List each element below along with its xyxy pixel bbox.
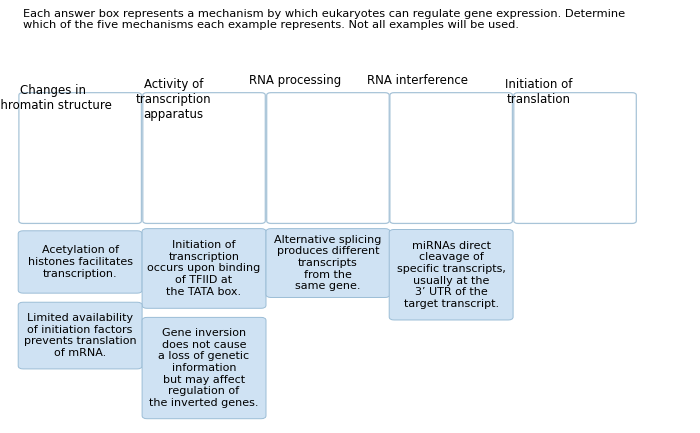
- FancyBboxPatch shape: [389, 229, 513, 320]
- Text: Acetylation of
histones facilitates
transcription.: Acetylation of histones facilitates tran…: [28, 246, 133, 278]
- Text: Alternative splicing
produces different
transcripts
from the
same gene.: Alternative splicing produces different …: [274, 235, 382, 291]
- FancyBboxPatch shape: [143, 93, 265, 223]
- Text: Changes in
chromatin structure: Changes in chromatin structure: [0, 84, 111, 113]
- Text: RNA processing: RNA processing: [249, 74, 342, 87]
- FancyBboxPatch shape: [142, 229, 266, 308]
- FancyBboxPatch shape: [18, 302, 142, 369]
- FancyBboxPatch shape: [390, 93, 512, 223]
- Text: Limited availability
of initiation factors
prevents translation
of mRNA.: Limited availability of initiation facto…: [24, 313, 136, 358]
- FancyBboxPatch shape: [267, 93, 389, 223]
- Text: Activity of
transcription
apparatus: Activity of transcription apparatus: [136, 78, 211, 121]
- Text: Initiation of
transcription
occurs upon binding
of TFIID at
the TATA box.: Initiation of transcription occurs upon …: [148, 240, 260, 297]
- Text: miRNAs direct
cleavage of
specific transcripts,
usually at the
3’ UTR of the
tar: miRNAs direct cleavage of specific trans…: [397, 241, 505, 309]
- Text: Each answer box represents a mechanism by which eukaryotes can regulate gene exp: Each answer box represents a mechanism b…: [23, 9, 625, 30]
- FancyBboxPatch shape: [18, 231, 142, 293]
- FancyBboxPatch shape: [142, 317, 266, 419]
- Text: Gene inversion
does not cause
a loss of genetic
information
but may affect
regul: Gene inversion does not cause a loss of …: [149, 328, 259, 408]
- FancyBboxPatch shape: [266, 229, 390, 297]
- Text: RNA interference: RNA interference: [367, 74, 468, 87]
- FancyBboxPatch shape: [514, 93, 636, 223]
- Text: Initiation of
translation: Initiation of translation: [505, 78, 573, 106]
- FancyBboxPatch shape: [19, 93, 141, 223]
